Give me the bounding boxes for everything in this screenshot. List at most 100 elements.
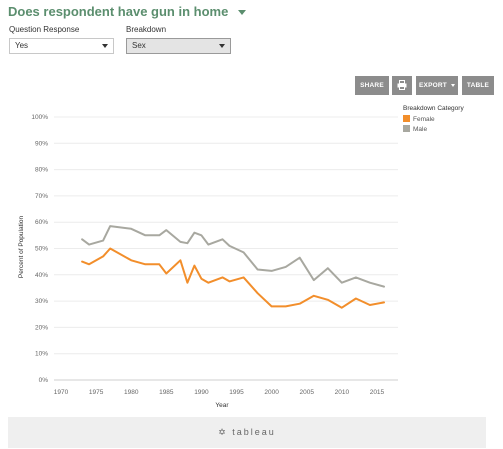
data-point-male[interactable] (368, 281, 372, 285)
x-tick-label: 1980 (124, 389, 139, 396)
table-button[interactable]: TABLE (462, 76, 494, 95)
data-point-male[interactable] (87, 243, 91, 247)
data-point-female[interactable] (382, 301, 386, 305)
page-title-text: Does respondent have gun in home (8, 4, 228, 19)
data-point-female[interactable] (101, 255, 105, 259)
breakdown-label: Breakdown (126, 25, 166, 34)
page-title[interactable]: Does respondent have gun in home (8, 4, 246, 19)
legend-label-male: Male (413, 126, 427, 133)
x-tick-label: 2005 (300, 389, 315, 396)
data-point-male[interactable] (165, 228, 169, 232)
data-point-female[interactable] (193, 264, 197, 268)
legend-item-female[interactable]: Female (403, 115, 435, 123)
data-point-male[interactable] (207, 243, 211, 247)
data-point-female[interactable] (207, 281, 211, 285)
x-tick-label: 2000 (264, 389, 279, 396)
data-point-male[interactable] (108, 224, 112, 228)
question-response-value: Yes (15, 41, 28, 50)
legend-item-male[interactable]: Male (403, 125, 427, 133)
series-line-female[interactable] (82, 249, 384, 308)
data-point-male[interactable] (354, 276, 358, 280)
data-point-female[interactable] (179, 259, 183, 263)
y-tick-label: 80% (35, 167, 48, 174)
legend-label-female: Female (413, 116, 435, 123)
data-point-female[interactable] (270, 305, 274, 309)
data-point-male[interactable] (158, 234, 162, 238)
tableau-plus-icon: ✡ (218, 427, 228, 437)
data-point-male[interactable] (312, 278, 316, 282)
x-tick-label: 2010 (335, 389, 350, 396)
y-tick-label: 90% (35, 140, 48, 147)
data-point-female[interactable] (242, 276, 246, 280)
y-tick-label: 10% (35, 351, 48, 358)
question-response-label: Question Response (9, 25, 79, 34)
data-point-female[interactable] (200, 277, 204, 281)
y-axis-title: Percent of Population (18, 216, 25, 279)
data-point-male[interactable] (179, 240, 183, 244)
data-point-female[interactable] (129, 259, 133, 263)
tableau-logo[interactable]: ✡ tableau (8, 427, 486, 438)
data-point-female[interactable] (256, 291, 260, 295)
data-point-male[interactable] (80, 237, 84, 241)
data-point-female[interactable] (165, 272, 169, 276)
x-tick-label: 1985 (159, 389, 174, 396)
x-tick-label: 2015 (370, 389, 385, 396)
x-tick-label: 1970 (54, 389, 69, 396)
data-point-female[interactable] (312, 294, 316, 298)
tableau-footer: ✡ tableau (8, 417, 486, 448)
data-point-female[interactable] (284, 305, 288, 309)
data-point-male[interactable] (193, 231, 197, 235)
table-button-label: TABLE (467, 82, 489, 89)
export-button[interactable]: EXPORT (416, 76, 458, 95)
chevron-down-icon (219, 44, 225, 48)
data-point-male[interactable] (382, 285, 386, 289)
share-button-label: SHARE (360, 82, 384, 89)
y-tick-label: 50% (35, 246, 48, 253)
data-point-female[interactable] (108, 247, 112, 251)
data-point-female[interactable] (368, 303, 372, 307)
data-point-female[interactable] (80, 260, 84, 264)
axes: Percent of Population Year 0% 10% 20% 30% 40… (18, 114, 385, 409)
data-point-male[interactable] (101, 239, 105, 243)
print-button[interactable] (392, 76, 412, 95)
printer-icon (397, 80, 407, 90)
series (80, 224, 385, 309)
share-button[interactable]: SHARE (355, 76, 389, 95)
y-tick-label: 20% (35, 324, 48, 331)
data-point-male[interactable] (221, 237, 225, 241)
data-point-female[interactable] (340, 306, 344, 310)
y-tick-label: 60% (35, 219, 48, 226)
question-response-select[interactable]: Yes (9, 38, 114, 54)
data-point-female[interactable] (143, 262, 147, 266)
data-point-female[interactable] (87, 262, 91, 266)
data-point-female[interactable] (298, 302, 302, 306)
legend-swatch-female (403, 115, 410, 122)
data-point-male[interactable] (340, 281, 344, 285)
data-point-male[interactable] (143, 234, 147, 238)
legend-title: Breakdown Category (403, 105, 464, 112)
breakdown-select[interactable]: Sex (126, 38, 231, 54)
data-point-female[interactable] (186, 281, 190, 285)
data-point-male[interactable] (242, 251, 246, 255)
data-point-female[interactable] (228, 280, 232, 284)
data-point-male[interactable] (256, 268, 260, 272)
data-point-male[interactable] (129, 227, 133, 231)
data-point-male[interactable] (298, 256, 302, 260)
data-point-female[interactable] (221, 276, 225, 280)
data-point-male[interactable] (200, 234, 204, 238)
data-point-female[interactable] (326, 298, 330, 302)
y-tick-label: 70% (35, 193, 48, 200)
y-tick-label: 30% (35, 298, 48, 305)
data-point-male[interactable] (270, 269, 274, 273)
title-dropdown-icon[interactable] (238, 10, 246, 15)
x-tick-label: 1995 (229, 389, 244, 396)
data-point-male[interactable] (228, 244, 232, 248)
data-point-male[interactable] (186, 241, 190, 245)
data-point-female[interactable] (158, 262, 162, 266)
series-line-male[interactable] (82, 226, 384, 287)
data-point-male[interactable] (284, 265, 288, 269)
data-point-male[interactable] (326, 266, 330, 270)
data-point-female[interactable] (354, 297, 358, 301)
tableau-wordmark: tableau (232, 427, 276, 437)
